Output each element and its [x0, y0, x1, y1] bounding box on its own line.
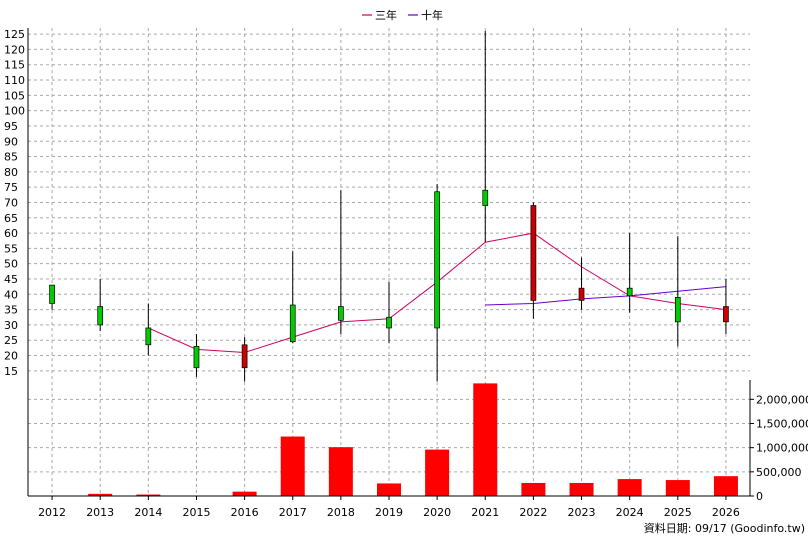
price-tick-label: 110 — [4, 74, 25, 87]
price-tick-label: 35 — [4, 304, 18, 317]
volume-tick-label: 500,000 — [756, 466, 802, 479]
volume-bar — [88, 493, 113, 496]
price-tick-label: 15 — [4, 365, 18, 378]
price-tick-label: 85 — [4, 151, 18, 164]
volume-bar — [377, 483, 401, 496]
price-tick-label: 90 — [4, 135, 18, 148]
series-line-ten-year — [485, 286, 726, 306]
price-tick-label: 115 — [4, 59, 25, 72]
price-tick-label: 120 — [4, 43, 25, 56]
price-tick-label: 100 — [4, 105, 25, 118]
x-tick-label: 2013 — [86, 506, 114, 519]
price-tick-label: 80 — [4, 166, 18, 179]
volume-bar — [713, 476, 738, 496]
price-tick-label: 25 — [4, 334, 18, 347]
volume-tick-label: 1,000,000 — [756, 442, 808, 455]
x-tick-label: 2024 — [616, 506, 644, 519]
legend-label: 十年 — [421, 8, 443, 22]
price-tick-label: 105 — [4, 89, 25, 102]
x-tick-label: 2023 — [568, 506, 596, 519]
candle-body — [482, 189, 489, 206]
candle-body — [530, 205, 537, 301]
candle-body — [49, 284, 55, 304]
price-tick-label: 40 — [4, 288, 18, 301]
price-tick-label: 50 — [4, 258, 18, 271]
candle-body — [626, 287, 633, 297]
x-tick-label: 2026 — [712, 506, 740, 519]
volume-bar — [569, 482, 594, 496]
price-tick-label: 65 — [4, 212, 18, 225]
price-panel: 15 20 25 30 35 40 45 50 55 60 65 70 75 80 85 90 95 100 105… — [4, 28, 750, 496]
x-tick-label: 2014 — [134, 506, 162, 519]
volume-bar — [665, 480, 690, 496]
volume-tick-label: 2,000,000 — [756, 393, 808, 406]
candle-body — [723, 306, 729, 323]
volume-bar — [280, 436, 305, 496]
volume-panel: 0 500,000 1,000,000 1,500,000 2,000,000 — [28, 383, 808, 503]
x-tick-label: 2021 — [471, 506, 499, 519]
x-tick-label: 2020 — [423, 506, 451, 519]
candle-body — [241, 344, 248, 369]
volume-tick-label: 0 — [756, 490, 763, 503]
candle-body — [289, 304, 296, 343]
price-tick-label: 45 — [4, 273, 18, 286]
price-tick-label: 30 — [4, 319, 18, 332]
candle-body — [674, 297, 681, 323]
volume-bar — [473, 383, 498, 496]
x-tick-label: 2017 — [279, 506, 307, 519]
price-tick-label: 20 — [4, 350, 18, 363]
x-tick-label: 2018 — [327, 506, 355, 519]
x-axis: 2012 2013 2014 2015 2016 2017 2018 2019 2020 2021… — [27, 28, 751, 519]
volume-bar — [136, 494, 161, 496]
candle-body — [578, 287, 585, 301]
price-tick-label: 125 — [4, 28, 25, 41]
price-tick-label: 75 — [4, 181, 18, 194]
legend: 三年 十年 — [362, 8, 443, 22]
x-tick-label: 2016 — [231, 506, 259, 519]
price-tick-label: 60 — [4, 227, 18, 240]
price-tick-label: 95 — [4, 120, 18, 133]
candle-body — [97, 306, 104, 326]
x-tick-label: 2012 — [38, 506, 66, 519]
candle-body — [386, 316, 392, 329]
volume-bar — [521, 482, 546, 496]
candle-body — [338, 306, 344, 321]
legend-label: 三年 — [375, 8, 397, 22]
price-tick-label: 70 — [4, 196, 18, 209]
candle-body — [145, 327, 152, 346]
price-tick-label: 55 — [4, 242, 18, 255]
volume-bar — [425, 449, 450, 496]
volume-bar — [328, 447, 353, 496]
candle-body — [434, 191, 440, 329]
source-label: 資料日期: 09/17 (Goodinfo.tw) — [644, 521, 805, 535]
volume-bar — [232, 491, 257, 496]
x-tick-label: 2015 — [182, 506, 210, 519]
volume-tick-label: 1,500,000 — [756, 418, 808, 431]
x-tick-label: 2025 — [664, 506, 692, 519]
x-tick-label: 2019 — [375, 506, 403, 519]
candle-body — [193, 345, 200, 369]
volume-bar — [617, 479, 642, 496]
x-tick-label: 2022 — [519, 506, 547, 519]
